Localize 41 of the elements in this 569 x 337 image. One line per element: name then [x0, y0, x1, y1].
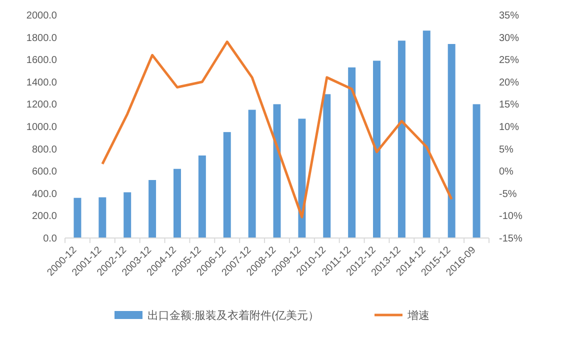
y-tick-label: 2000.0: [26, 10, 58, 22]
bar: [173, 168, 181, 238]
y-tick-label: 200.0: [32, 211, 58, 222]
y2-tick-label: 20%: [499, 77, 520, 88]
y-tick-label: 0.0: [43, 234, 58, 244]
bar: [398, 40, 406, 238]
y-tick-label: 800.0: [32, 144, 58, 156]
legend-label: 出口金额:服装及衣着附件(亿美元）: [148, 308, 320, 322]
y-tick-label: 1400.0: [26, 77, 58, 88]
y-tick-label: 400.0: [32, 188, 58, 200]
y-tick-label: 1800.0: [26, 32, 58, 44]
y2-tick-label: 15%: [499, 100, 520, 111]
bar: [298, 118, 306, 238]
y-tick-label: 600.0: [32, 166, 58, 178]
bar: [348, 67, 356, 238]
y2-tick-label: 35%: [499, 10, 520, 22]
bar: [223, 132, 231, 238]
y2-tick-label: -10%: [499, 211, 522, 222]
y2-tick-label: -15%: [499, 234, 522, 244]
y-tick-label: 1600.0: [26, 55, 58, 66]
bar: [472, 104, 480, 238]
bar: [98, 197, 106, 238]
bar: [198, 155, 206, 238]
bar: [148, 180, 156, 238]
y2-tick-label: 0%: [499, 166, 514, 178]
y2-tick-label: 30%: [499, 32, 520, 44]
bar: [124, 192, 132, 238]
y2-tick-label: 5%: [499, 144, 514, 156]
bar: [422, 30, 430, 238]
line-series: [101, 40, 453, 218]
bar: [323, 94, 331, 238]
y-tick-label: 1200.0: [26, 100, 58, 111]
bar: [248, 110, 256, 238]
legend-label: 增速: [406, 308, 430, 322]
bar: [74, 198, 82, 238]
bar: [373, 60, 381, 238]
y2-tick-label: -5%: [499, 188, 517, 200]
y2-tick-label: 10%: [499, 122, 520, 133]
y2-tick-label: 25%: [499, 55, 520, 66]
y-tick-label: 1000.0: [26, 122, 58, 133]
bar: [448, 44, 456, 238]
